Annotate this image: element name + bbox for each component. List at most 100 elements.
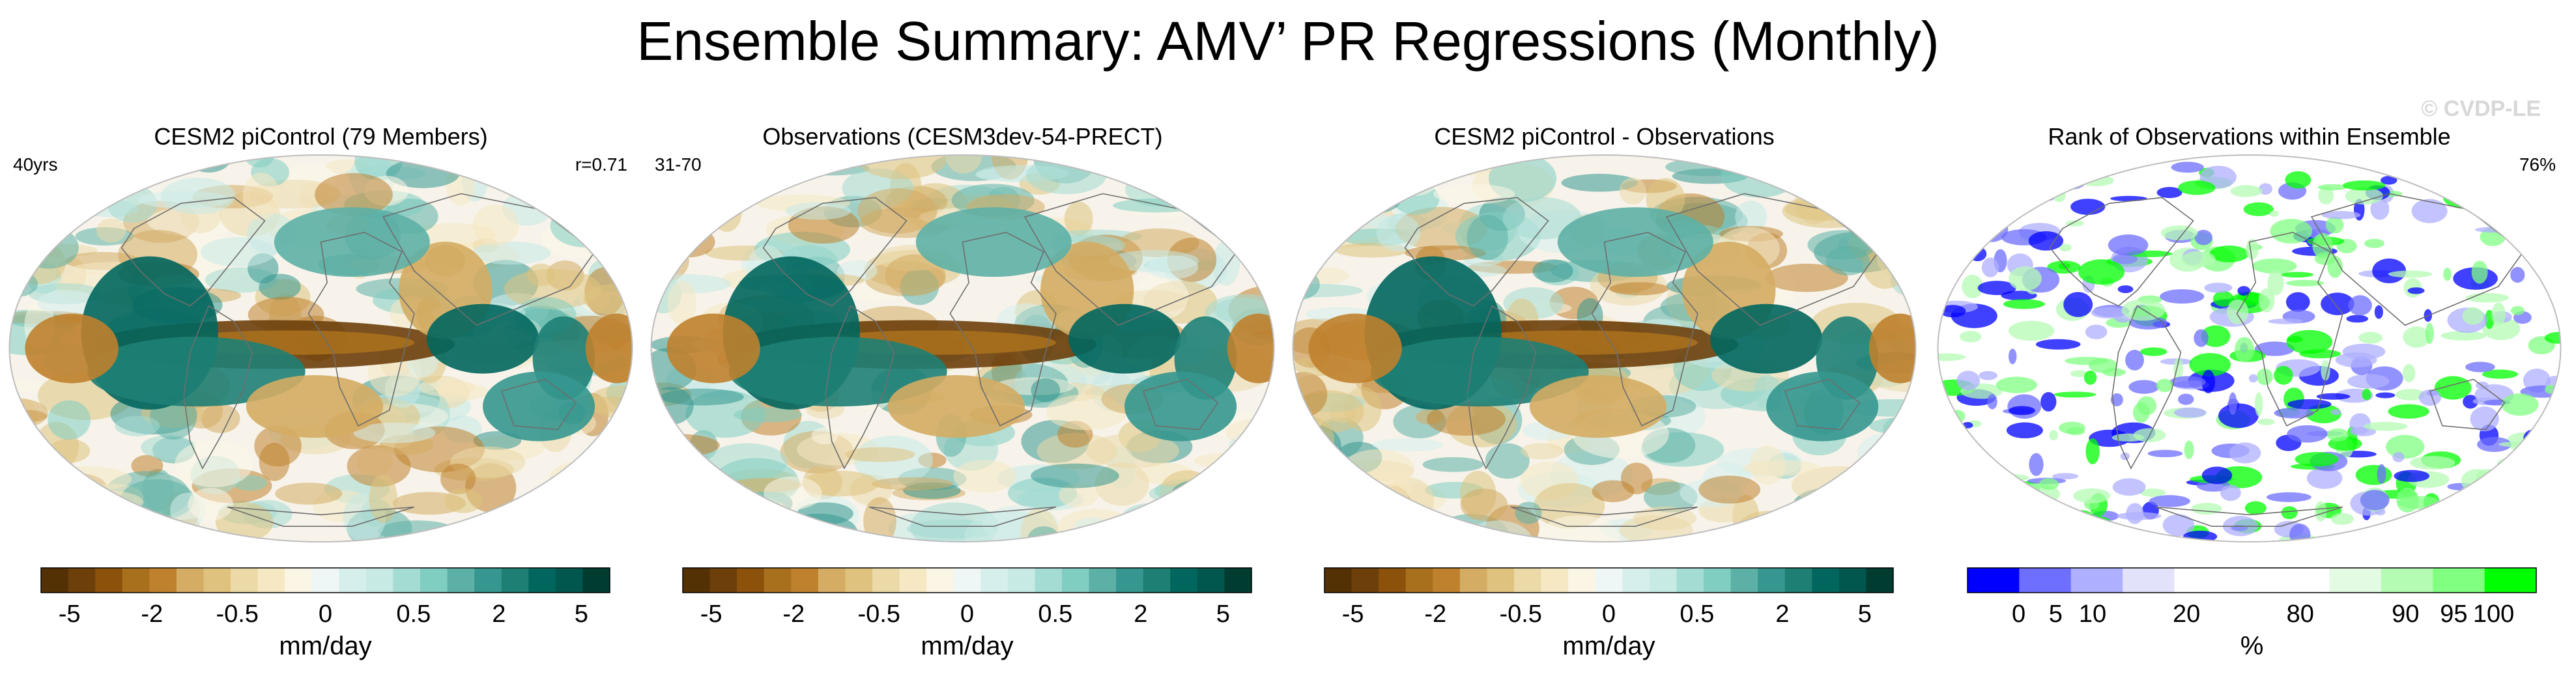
colorbar-frame	[1324, 567, 1894, 593]
colorbar-tick-label: 5	[1858, 600, 1872, 628]
field-cell	[353, 422, 436, 444]
rank-cell	[2543, 206, 2561, 216]
field-cell	[1329, 506, 1379, 542]
field-feature	[1529, 374, 1667, 438]
colorbar-swatch	[1224, 568, 1252, 593]
colorbar-swatch	[1062, 568, 1090, 593]
rank-cell	[2477, 436, 2512, 452]
rank-cell	[2425, 322, 2434, 345]
field-cell	[24, 497, 117, 542]
colorbar-swatch	[555, 568, 583, 593]
rank-cell	[2102, 529, 2113, 535]
map-panel: CESM2 piControl - Observations	[1292, 123, 1917, 542]
colorbar-swatch	[953, 568, 981, 593]
rank-cell	[1967, 464, 2003, 487]
rank-cell	[2040, 391, 2057, 412]
rank-cell	[2083, 370, 2097, 385]
colorbar-swatch	[2329, 568, 2382, 593]
field-cell	[19, 199, 67, 240]
colorbar-tick-label: 2	[1775, 600, 1789, 628]
field-cell	[662, 511, 758, 528]
colorbar-tick-label: 100	[2473, 600, 2514, 628]
coastline	[949, 231, 1057, 427]
field-cell	[1215, 496, 1274, 514]
field-cell	[48, 500, 77, 525]
rank-cell	[2443, 267, 2452, 281]
field-cell	[115, 415, 160, 436]
rank-cell	[2523, 517, 2561, 531]
field-cell	[1025, 156, 1107, 195]
rank-cell	[2073, 488, 2110, 503]
field-cell	[858, 155, 947, 180]
field-cell	[1532, 259, 1573, 283]
map-panel: Observations (CESM3dev-54-PRECT) 31-70	[650, 123, 1275, 542]
rank-cell	[2055, 526, 2080, 538]
field-cell	[1850, 184, 1916, 204]
field-cell	[1113, 198, 1201, 213]
field-cell	[1192, 497, 1256, 512]
field-cell	[1850, 176, 1916, 195]
field-cell	[871, 477, 953, 490]
rank-cell	[2321, 292, 2354, 315]
colorbar-swatch	[2019, 568, 2072, 593]
colorbar-swatch	[926, 568, 954, 593]
rank-cell	[2374, 305, 2383, 319]
field-cell	[1305, 186, 1401, 217]
field-cell	[811, 427, 838, 445]
field-cell	[1147, 166, 1231, 186]
colorbar-swatch	[2381, 568, 2433, 593]
field-cell	[20, 226, 79, 269]
field-cell	[242, 172, 280, 220]
field-cell	[378, 520, 456, 542]
rank-cell	[2287, 399, 2332, 410]
field-cell	[254, 425, 302, 467]
field-cell	[68, 155, 117, 170]
rank-cell	[2269, 210, 2279, 217]
rank-cell	[1996, 376, 2037, 393]
colorbar-swatch	[1784, 568, 1812, 593]
field-cell	[1232, 221, 1274, 238]
colorbar-tick-label: 0	[2012, 600, 2025, 628]
field-cell	[1293, 269, 1320, 300]
rank-cell	[2327, 255, 2343, 278]
colorbar-swatch	[1143, 568, 1171, 593]
rank-cell	[2481, 155, 2517, 162]
field-cell	[661, 175, 715, 197]
rank-cell	[2355, 464, 2392, 485]
rank-cell	[1997, 170, 2044, 183]
colorbar-tick-label: -0.5	[857, 600, 900, 628]
rank-cell	[1962, 274, 1983, 299]
field-cell	[133, 520, 188, 542]
field-cell	[1194, 452, 1274, 470]
colorbar-swatch	[582, 568, 610, 593]
field-cell	[953, 460, 1016, 493]
field-cell	[1837, 202, 1880, 221]
coastline	[1665, 193, 1880, 326]
rank-cell	[2523, 429, 2543, 447]
rank-cell	[2462, 307, 2484, 325]
rank-cell	[2078, 259, 2125, 285]
field-cell	[661, 227, 715, 258]
field-cell	[201, 404, 240, 433]
colorbar-tick-label: 95	[2440, 600, 2467, 628]
rank-cell	[2510, 305, 2525, 315]
rank-cell	[1938, 353, 1966, 361]
rank-cell	[2402, 364, 2416, 383]
rank-cell	[1959, 331, 1982, 343]
field-cell	[1538, 515, 1620, 542]
field-cell	[188, 488, 233, 521]
colorbar-swatch	[709, 568, 737, 593]
rank-cell	[2204, 283, 2233, 293]
field-cell	[315, 173, 393, 216]
rank-cell	[2330, 409, 2341, 415]
colorbar-swatch	[1595, 568, 1623, 593]
panel-title: Rank of Observations within Ensemble	[2048, 123, 2450, 150]
field-cell	[651, 434, 720, 457]
rank-cell	[2377, 464, 2386, 484]
rank-cell	[2321, 359, 2330, 381]
field-cell	[1293, 247, 1321, 275]
rank-cell	[1938, 427, 1954, 444]
colorbar-swatch	[149, 568, 177, 593]
rank-cell	[2286, 330, 2333, 354]
field-cell	[1133, 505, 1224, 536]
